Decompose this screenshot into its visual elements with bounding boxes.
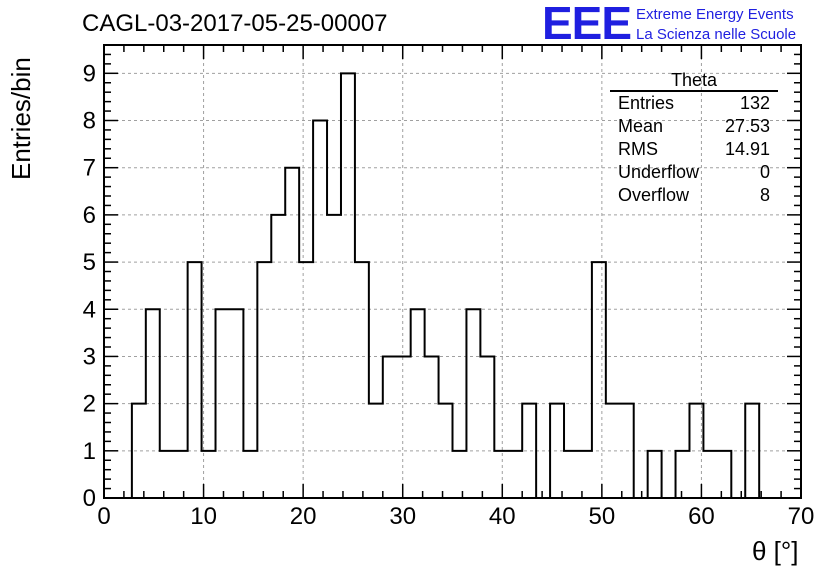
histogram-bin: [216, 309, 230, 498]
plot-title: CAGL-03-2017-05-25-00007: [82, 10, 388, 37]
histogram-bin: [257, 262, 271, 498]
histogram-bin: [160, 451, 174, 498]
histogram-bin: [480, 356, 494, 498]
stats-box: Theta Entries 132 Mean 27.53 RMS 14.91 U…: [610, 70, 778, 207]
histogram-bin: [508, 451, 522, 498]
y-tick-label: 5: [83, 249, 96, 276]
histogram-bin: [648, 451, 662, 498]
x-tick-label: 20: [290, 503, 317, 530]
y-tick-label: 0: [83, 485, 96, 512]
histogram-bin: [717, 451, 731, 498]
stats-label: Mean: [618, 116, 664, 136]
x-tick-label: 30: [389, 503, 416, 530]
stats-value: 8: [759, 185, 770, 205]
y-tick-label: 2: [83, 391, 96, 418]
x-tick-label: 40: [489, 503, 516, 530]
histogram-bin: [285, 168, 299, 498]
x-tick-label: 60: [688, 503, 715, 530]
stats-row-rms: RMS 14.91: [610, 138, 778, 161]
stats-label: Underflow: [618, 162, 700, 182]
y-tick-label: 6: [83, 202, 96, 229]
axis-ticks: [103, 44, 802, 499]
histogram-bin: [299, 262, 313, 498]
histogram-bin: [425, 356, 439, 498]
y-tick-label: 8: [83, 108, 96, 135]
stats-row-mean: Mean 27.53: [610, 115, 778, 138]
axis-tick-labels: 0 10 20 30 40 50 60 70 0 1 2 3 4 5 6 7 8 9: [83, 60, 815, 530]
stats-label: RMS: [618, 139, 658, 159]
x-tick-label: 70: [788, 503, 815, 530]
y-axis-label: Entries/bin: [6, 57, 36, 180]
histogram-bin: [174, 451, 188, 498]
stats-label: Entries: [618, 93, 675, 113]
histogram-bin: [188, 262, 202, 498]
x-axis-label: θ [°]: [752, 536, 799, 566]
x-tick-label: 0: [97, 503, 110, 530]
histogram-bin: [243, 451, 257, 498]
histogram-bin: [355, 262, 369, 498]
stats-label: Overflow: [618, 185, 690, 205]
y-tick-label: 1: [83, 438, 96, 465]
eee-logo: EEE: [542, 0, 632, 49]
histogram-bin: [397, 356, 411, 498]
x-tick-label: 10: [190, 503, 217, 530]
histogram-bin: [564, 451, 578, 498]
histogram-bin: [383, 356, 397, 498]
histogram-bin: [592, 262, 606, 498]
histogram-bin: [341, 73, 355, 498]
histogram-bin: [453, 451, 467, 498]
stats-value: 27.53: [724, 116, 770, 136]
stats-row-overflow: Overflow 8: [610, 184, 778, 207]
y-tick-label: 4: [83, 296, 96, 323]
stats-value: 132: [739, 93, 770, 113]
stats-row-underflow: Underflow 0: [610, 161, 778, 184]
histogram-bin: [606, 404, 620, 498]
stats-box-title: Theta: [610, 70, 778, 92]
y-tick-label: 9: [83, 60, 96, 87]
histogram-bin: [494, 451, 508, 498]
histogram-series: [130, 72, 761, 499]
histogram-bin: [132, 404, 146, 498]
histogram-bin: [676, 451, 690, 498]
logo-tagline-1: Extreme Energy Events: [636, 6, 794, 23]
logo-tagline-2: La Scienza nelle Scuole: [636, 26, 797, 43]
y-tick-label: 3: [83, 343, 96, 370]
histogram-bin: [703, 451, 717, 498]
histogram-outline: [130, 72, 761, 499]
stats-value: 14.91: [724, 139, 770, 159]
stats-value: 0: [759, 162, 770, 182]
y-tick-label: 7: [83, 155, 96, 182]
histogram-bin: [578, 451, 592, 498]
stats-row-entries: Entries 132: [610, 92, 778, 115]
x-tick-label: 50: [589, 503, 616, 530]
